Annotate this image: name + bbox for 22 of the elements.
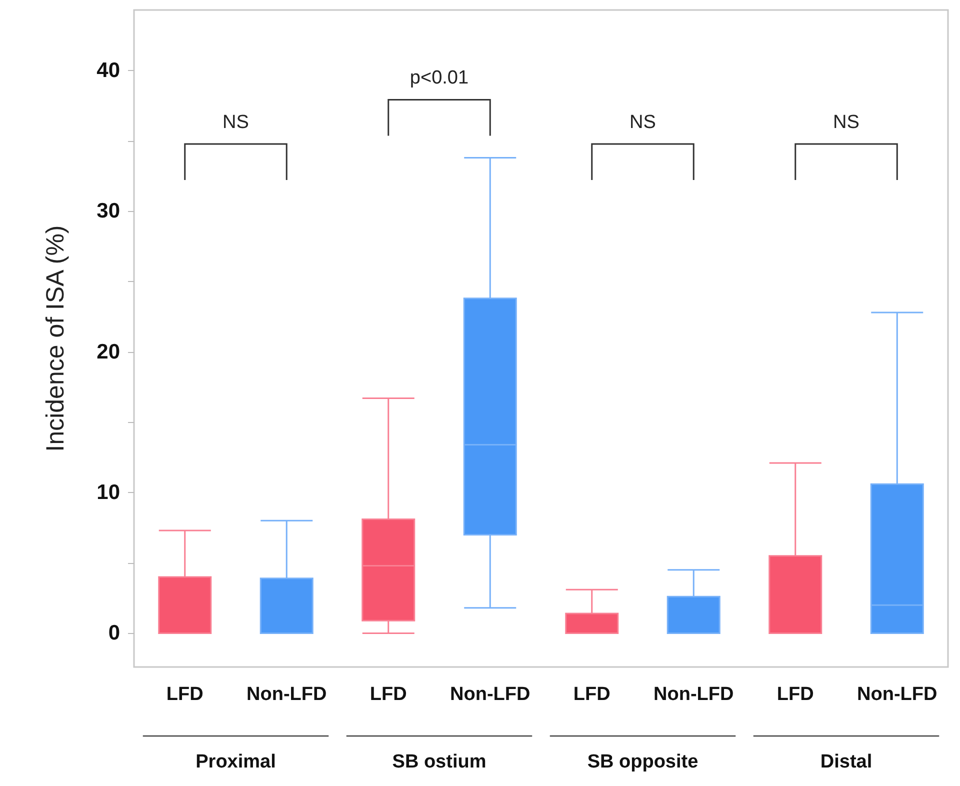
y-tick-label: 0 [108,622,120,645]
y-tick-label: 30 [96,200,120,223]
annotation: NS [833,112,860,133]
y-tick-label: 10 [96,481,120,504]
x-tick-label: LFD [370,684,407,705]
x-tick-label: LFD [573,684,610,705]
text: Proximal [196,752,276,772]
text: SB ostium [392,752,486,772]
x-tick-label: Non-LFD [857,684,938,705]
y-tick-label: 40 [96,58,120,82]
text: Distal [820,752,872,772]
x-tick-label: LFD [776,684,814,705]
y-axis-title: Incidence of ISA (%) [42,225,70,452]
y-tick-label: 20 [96,340,120,364]
x-tick-label: Non-LFD [654,684,734,705]
text: SB opposite [587,752,698,772]
annotation: p<0.01 [410,68,469,89]
x-tick-label: Non-LFD [450,684,530,705]
annotation: NS [630,112,656,133]
x-tick-label: Non-LFD [246,684,327,705]
annotation: NS [222,112,249,133]
x-tick-label: LFD [166,684,204,705]
